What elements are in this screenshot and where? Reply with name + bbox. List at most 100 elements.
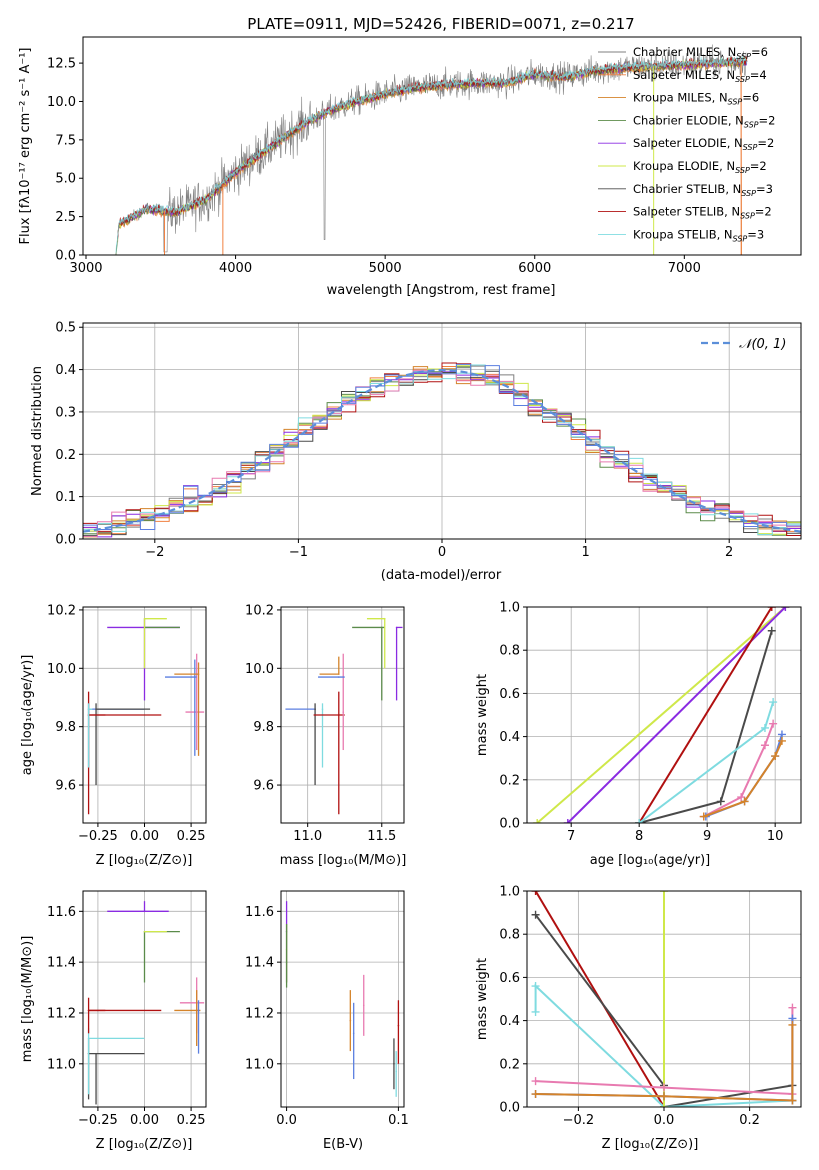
plot-area [533,607,790,823]
y-tick-label: 0.2 [499,773,520,788]
y-tick-label: 11.2 [245,1006,274,1021]
cumulative-line [703,723,775,818]
y-tick-label: 1.0 [499,601,520,616]
data-point [143,617,146,620]
y-tick-label: 10.0 [47,662,76,677]
y-tick-label: 0.2 [55,448,76,463]
spectrum-xlabel: wavelength [Angstrom, rest frame] [327,283,556,298]
data-point [87,1009,90,1012]
age-vs-z-plot: −0.25 0.00 0.25 9.6 9.8 10.0 10.2 [47,603,207,844]
x-tick-label: −1 [289,545,308,560]
x-tick-label: 7 [567,829,575,844]
legend-label: Kroupa ELODIE, NSSP=2 [633,159,767,175]
data-point [195,1009,198,1012]
data-point [143,910,146,913]
legend-subscript: SSP [736,52,751,61]
y-tick-label: 0.4 [499,1014,520,1029]
residuals-xlabel: (data-model)/error [381,568,502,583]
legend-subscript: SSP [744,120,759,129]
y-tick-label: 2.5 [55,210,76,225]
data-point [383,617,386,620]
legend-suffix: =2 [750,159,767,173]
x-tick-label: −0.25 [78,1113,118,1128]
age-vs-z-xlabel: Z [log₁₀(Z/Z⊙)] [96,853,193,868]
y-tick-label: 11.6 [245,905,274,920]
y-tick-label: 11.6 [47,905,76,920]
legend-label: Salpeter ELODIE, NSSP=2 [633,136,774,152]
y-tick-label: 0.2 [499,1057,520,1072]
y-tick-label: 10.0 [245,662,274,677]
plus-marker [737,793,746,802]
data-point [321,708,324,710]
x-tick-label: 3000 [69,261,102,276]
plus-marker [660,1083,668,1092]
y-tick-label: 10.2 [47,603,76,618]
x-tick-label: −2 [145,545,164,560]
cumulative-line [638,607,773,823]
legend-label: Salpeter MILES, NSSP=4 [633,68,767,84]
y-tick-label: 0.3 [55,405,76,420]
data-point [194,676,196,678]
plot-area [285,617,403,815]
data-point [87,1037,90,1040]
x-tick-label: 5000 [369,261,402,276]
plus-marker [660,1092,668,1101]
data-point [395,1070,397,1073]
y-tick-label: 10.2 [245,603,274,618]
spectrum-panel: PLATE=0911, MJD=52426, FIBERID=0071, z=0… [18,15,802,298]
residuals-plot: 𝒩(0, 1) −2 −1 0 1 2 0.0 0.1 0.2 0.3 0.4 0.5 [55,321,802,560]
y-tick-label: 11.4 [245,956,274,971]
y-tick-label: 7.5 [55,133,76,148]
y-tick-label: 0.5 [55,321,76,336]
y-tick-label: 9.6 [253,779,274,794]
plus-marker [531,1007,540,1016]
plus-marker [740,797,749,806]
y-tick-label: 9.6 [55,779,76,794]
plus-marker [788,1020,797,1029]
plus-marker [769,719,778,728]
data-point [143,930,146,933]
mass-vs-ebv-plot: 0.0 0.1 11.0 11.2 11.4 11.6 [245,890,409,1128]
age-vs-mass-panel: mass [log₁₀(M/M⊙)] 11.0 11.5 9.6 9.8 10.0 10.… [245,603,406,868]
legend-suffix: =3 [756,182,773,196]
legend-label: Chabrier MILES, NSSP=6 [633,45,768,61]
y-tick-label: 5.0 [55,172,76,187]
plus-marker [563,819,572,823]
x-tick-label: 11.0 [293,829,322,844]
plus-marker [531,1090,540,1099]
legend-label: Chabrier ELODIE, NSSP=2 [633,113,775,129]
plus-marker [531,982,540,991]
plot-area [531,891,797,1107]
plus-marker [777,736,786,745]
data-point [337,673,340,675]
data-point [362,1004,365,1007]
y-tick-label: 11.2 [47,1006,76,1021]
data-point [395,626,398,629]
plus-marker [767,626,776,635]
data-point [352,1032,355,1035]
y-tick-label: 0.8 [499,928,520,943]
data-point [380,626,383,629]
legend-subscript: SSP [735,75,750,84]
y-tick-label: 0.8 [499,644,520,659]
legend-subscript: SSP [733,234,748,243]
x-tick-label: 0.0 [654,1113,675,1128]
mass-vs-z-xlabel: Z [log₁₀(Z/Z⊙)] [96,1137,193,1152]
plot-area [87,901,205,1105]
y-tick-label: 10.0 [47,95,76,110]
spectrum-ylabel: Flux [fλ10⁻¹⁷ erg cm⁻² s⁻¹ A⁻¹] [18,48,33,245]
cum-mass-vs-z-panel: Z [log₁₀(Z/Z⊙)] mass weight −0.2 0.0 0.2 0.… [475,885,802,1152]
cum-mass-vs-age-plot: 7 8 9 10 0.0 0.2 0.4 0.6 0.8 1.0 [499,601,802,844]
legend-suffix: =6 [742,91,759,105]
age-vs-z-ylabel: age [log₁₀(age/yr)] [20,655,35,776]
plus-marker [716,797,725,806]
spectrum-title: PLATE=0911, MJD=52426, FIBERID=0071, z=0… [247,15,634,33]
data-point [393,1063,395,1065]
cum-mass-vs-z-xlabel: Z [log₁₀(Z/Z⊙)] [602,1137,699,1152]
data-point [197,1009,200,1012]
legend-suffix: =4 [750,68,767,82]
data-point [337,714,340,716]
cum-mass-vs-z-ylabel: mass weight [475,958,490,1040]
plus-marker [788,1096,797,1105]
